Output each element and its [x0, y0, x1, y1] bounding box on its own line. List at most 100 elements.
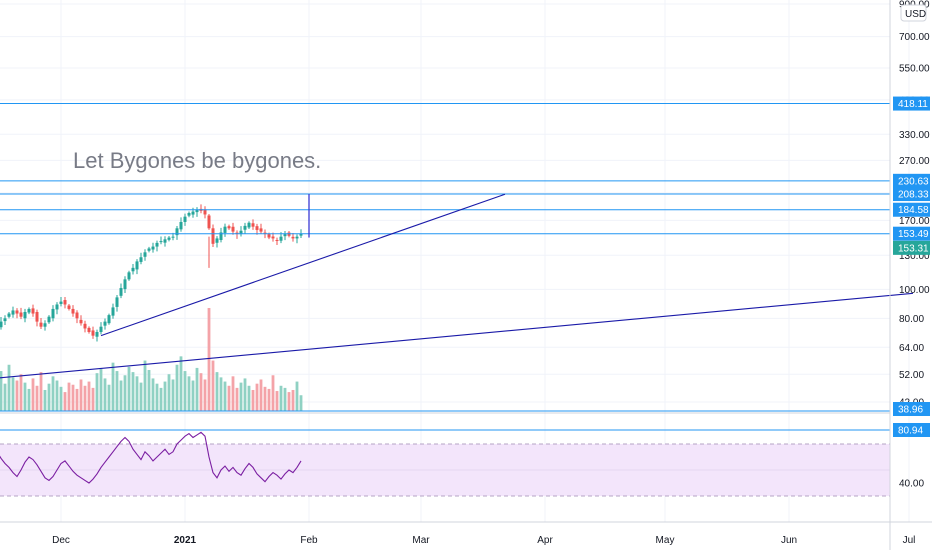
volume-bar [67, 382, 71, 411]
price-tag: 153.49 [893, 226, 930, 241]
price-tag-text: 184.58 [898, 205, 929, 216]
candle-body [107, 315, 111, 324]
candle-body [59, 301, 63, 304]
candle-body [11, 310, 15, 315]
volume-bar [119, 380, 123, 411]
candles [0, 204, 303, 342]
candle-body [151, 246, 155, 250]
volume-bar [287, 392, 291, 411]
price-tag-bg [893, 202, 930, 217]
rsi-pane [0, 431, 890, 497]
price-tick-label: 270.00 [899, 156, 930, 167]
volume-bar [207, 308, 211, 411]
volume-bar [55, 380, 59, 411]
volume-bar [79, 379, 83, 411]
volume-bar [191, 380, 195, 411]
price-tick-label: 700.00 [899, 32, 930, 43]
volume-bar [195, 367, 199, 411]
price-tag-text: 208.33 [898, 190, 929, 201]
price-tick-label: 130.00 [899, 251, 930, 262]
candle-body [135, 261, 139, 270]
candle-body [271, 236, 275, 239]
volume-bar [43, 389, 47, 411]
volume-bar [63, 392, 67, 411]
volume-bar [283, 387, 287, 411]
candle-body [31, 308, 35, 314]
candle-body [119, 288, 123, 296]
candle-body [183, 216, 187, 222]
candle-body [155, 242, 159, 247]
time-tick-label: Dec [52, 535, 70, 546]
volume-bar [211, 360, 215, 411]
time-tick-label: Jul [903, 535, 916, 546]
price-tag-bg [893, 173, 930, 188]
time-tick-label: Apr [537, 535, 553, 546]
volume-bar [71, 384, 75, 411]
candle-body [0, 321, 3, 328]
rsi-line [0, 431, 302, 484]
volume-bar [155, 383, 159, 411]
volume-bar [47, 383, 51, 411]
price-tick-label: 52.00 [899, 370, 924, 381]
candle-body [91, 330, 95, 336]
volume-bar [215, 372, 219, 411]
candle-body [211, 228, 215, 244]
volume-bar [23, 382, 27, 411]
candle-body [215, 238, 219, 243]
volume-bar [259, 379, 263, 411]
candle-body [299, 233, 303, 236]
volume-bar [159, 387, 163, 411]
volume-bar [111, 362, 115, 411]
candle-body [195, 209, 199, 213]
price-tag: 38.96 [893, 402, 930, 416]
volume-bar [167, 374, 171, 411]
last-price-tag: 153.31 [893, 240, 930, 255]
currency-badge [900, 4, 927, 22]
time-tick-label: May [656, 535, 675, 546]
price-tag-bg [893, 187, 930, 202]
volume-bar [251, 389, 255, 411]
price-tick-label: 550.00 [899, 63, 930, 74]
volume-bar [199, 373, 203, 411]
candle-body [7, 313, 11, 317]
candle-body [47, 316, 51, 323]
candle-body [275, 239, 279, 241]
volume-bar [187, 376, 191, 411]
candle-body [179, 221, 183, 230]
candle-body [187, 213, 191, 216]
volume-bar [179, 356, 183, 411]
price-tag-bg [893, 402, 930, 416]
volume-bar [31, 378, 35, 411]
volume-bar [183, 371, 187, 411]
volume-bar [27, 388, 31, 411]
volume-bar [103, 378, 107, 411]
price-tag-text: 418.11 [898, 99, 928, 110]
candle-body [239, 230, 243, 235]
candle-body [63, 300, 67, 305]
volume-bar [279, 385, 283, 411]
candle-body [51, 308, 55, 319]
candle-body [43, 323, 47, 327]
volume-bar [123, 375, 127, 411]
candle-body [147, 248, 151, 251]
candle-body [171, 236, 175, 238]
candle-body [143, 252, 147, 257]
volume-bar [19, 374, 23, 411]
volume-bar [239, 382, 243, 411]
volume-bar [299, 395, 303, 411]
candle-body [115, 297, 119, 307]
rsi-tick-label: 40.00 [899, 479, 924, 490]
candle-body [55, 304, 59, 310]
rsi-value-tag-bg [893, 423, 930, 437]
candle-body [99, 326, 103, 333]
volume-bar [15, 380, 19, 411]
candle-body [19, 312, 23, 317]
price-tick-label: 100.00 [899, 285, 930, 296]
volume-bar [243, 378, 247, 411]
volume-bar [107, 384, 111, 411]
trendlines [0, 193, 914, 379]
candle-body [219, 232, 223, 240]
price-tag-bg [893, 226, 930, 241]
